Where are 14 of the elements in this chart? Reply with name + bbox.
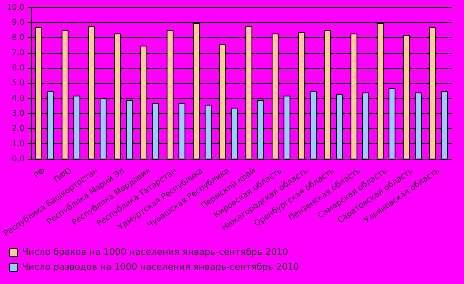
y-tick-label: 7,0 [12,48,25,58]
legend-label: Число разводов на 1000 населения январь-сентябрь 2010 [22,262,300,273]
y-tick-label: 5,0 [12,78,25,88]
legend-label: Число браков на 1000 населения январь-сентябрь 2010 [22,248,289,258]
y-tick-label: 8,0 [12,33,25,42]
y-tick-label: 0,0 [12,154,25,164]
y-tick-label: 1,0 [12,139,25,148]
y-tick-label: 10,0 [7,2,25,12]
y-tick-label: 9,0 [12,18,25,28]
y-tick-label: 6,0 [12,64,25,73]
x-tick-label: РФ [32,166,48,180]
y-tick-label: 4,0 [12,94,25,103]
y-tick-label: 3,0 [12,108,25,118]
y-tick-label: 2,0 [12,124,25,134]
